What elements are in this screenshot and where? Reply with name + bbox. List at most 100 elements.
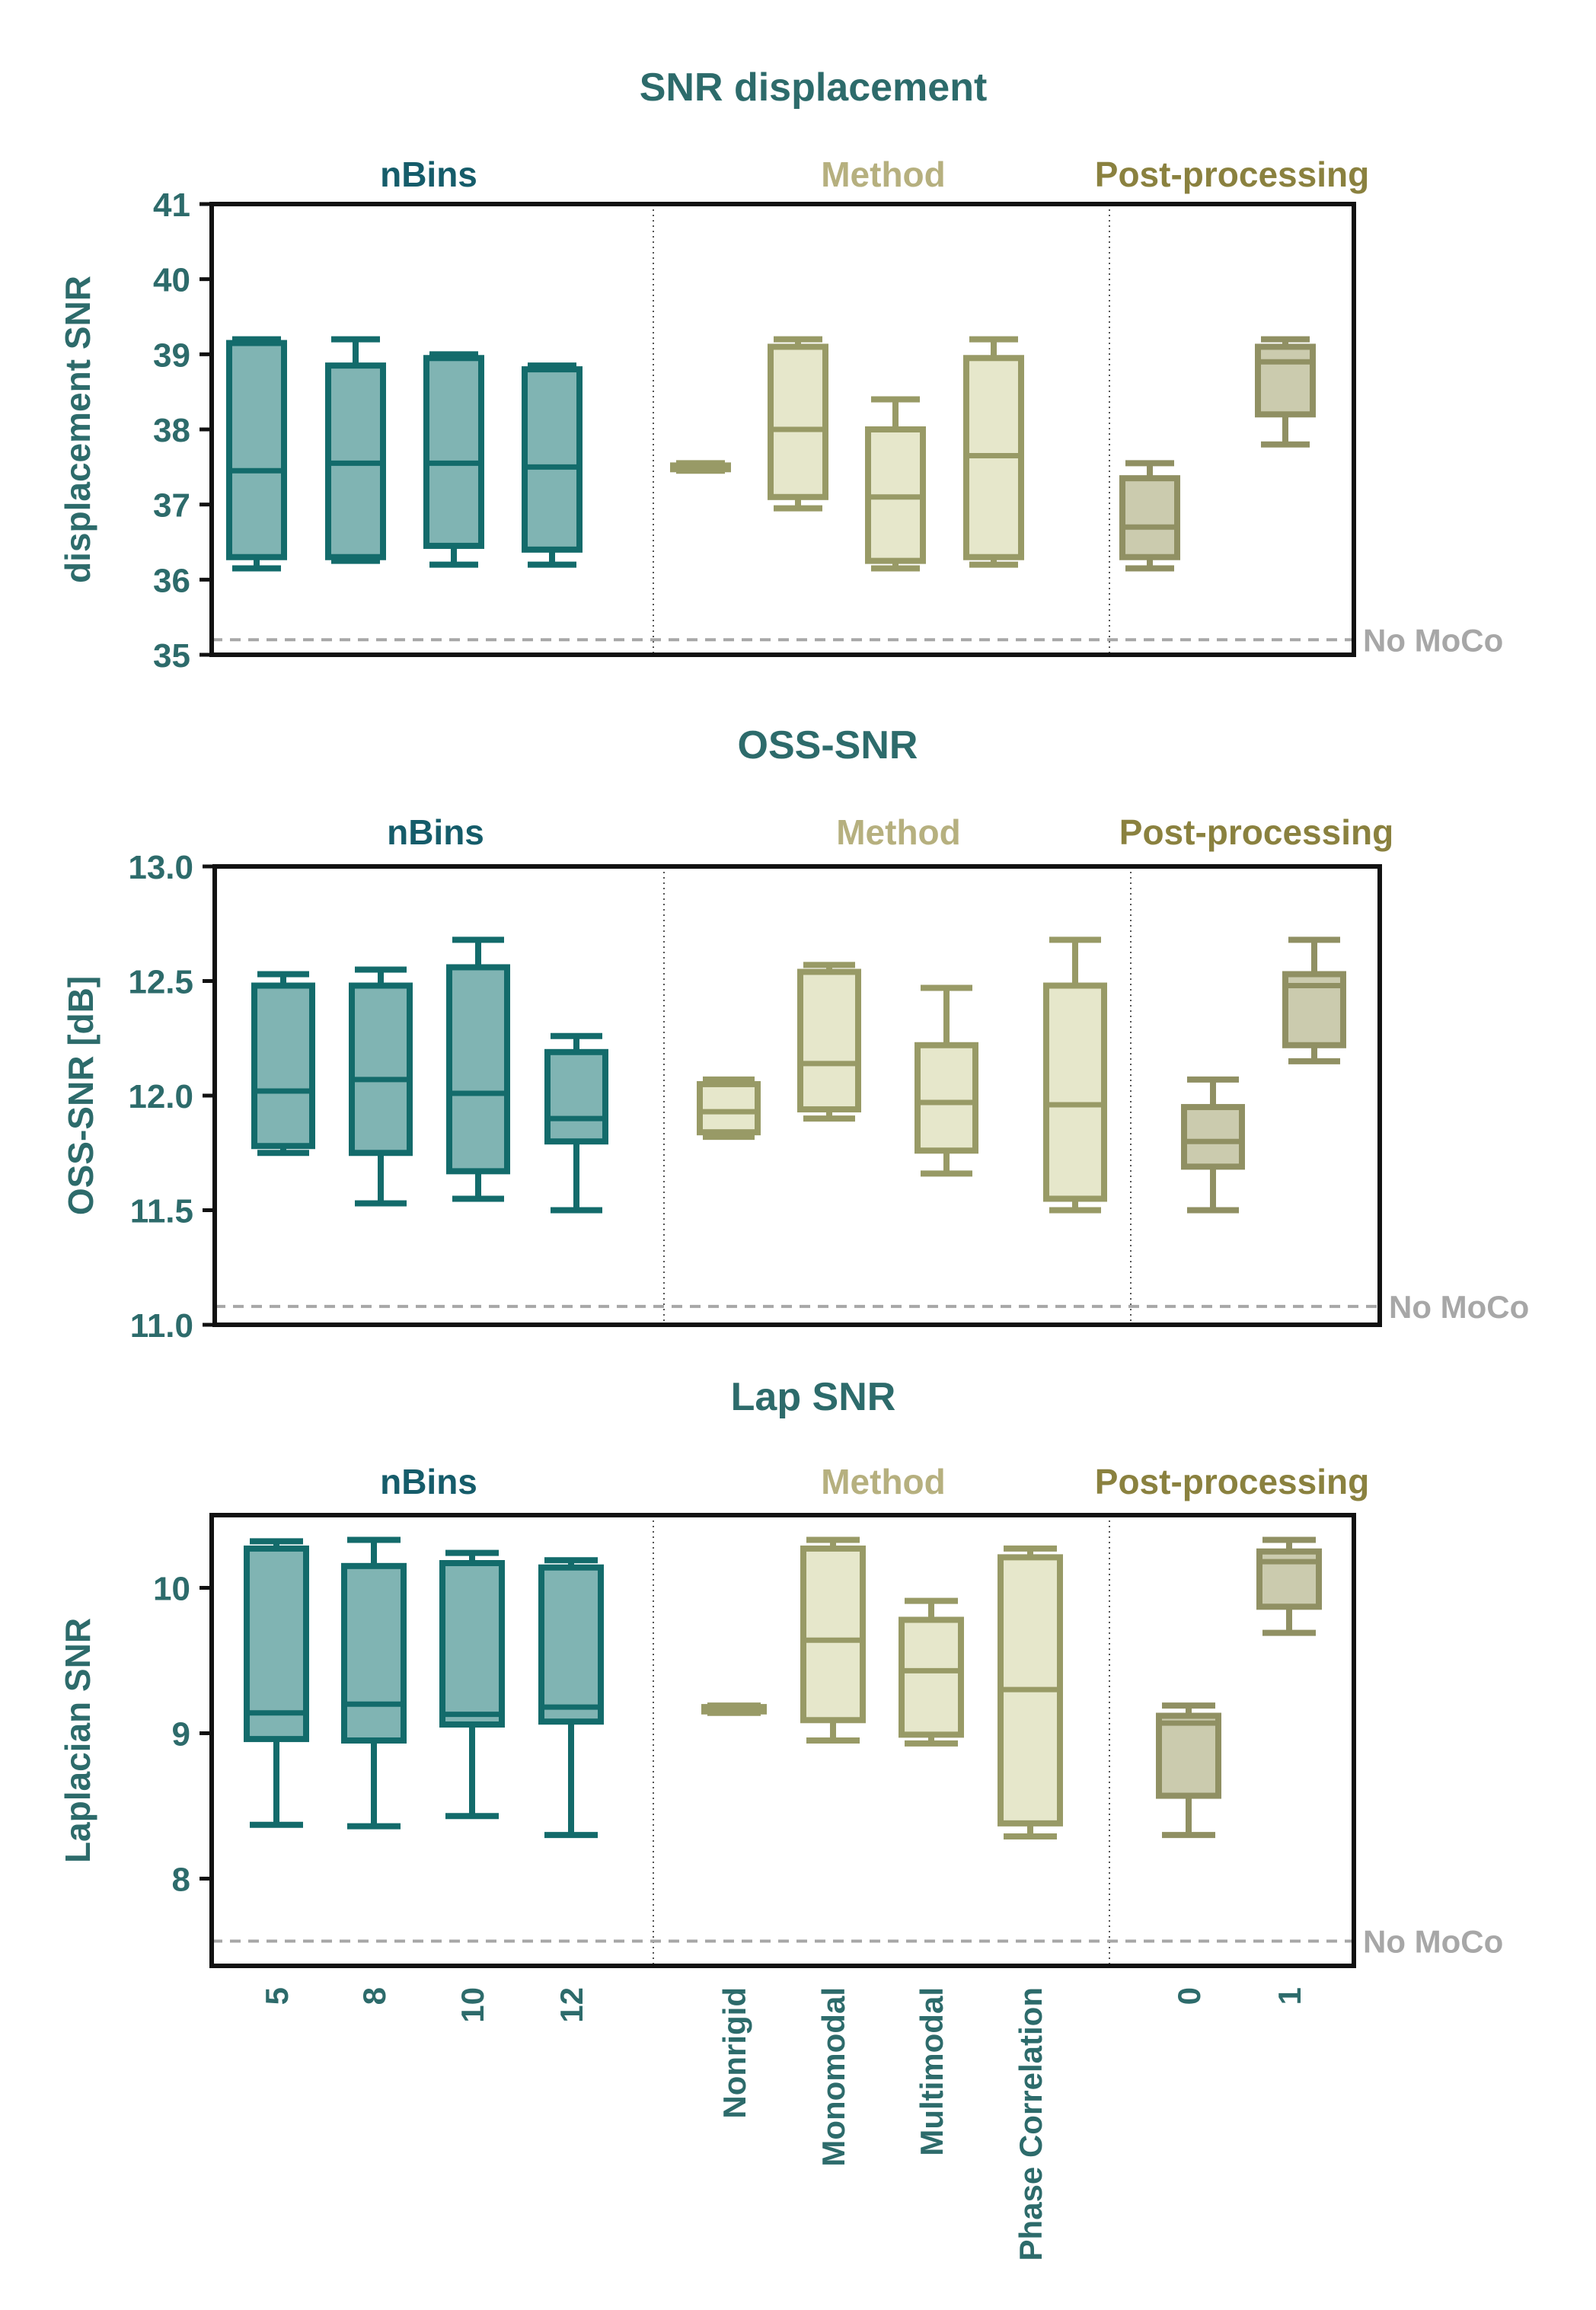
y-tick-label: 39 <box>153 337 190 374</box>
x-tick-label: 5 <box>259 1987 295 2005</box>
box-nonrigid <box>697 1076 761 1141</box>
box-iqr <box>522 366 583 553</box>
group-header-nbins: nBins <box>380 1462 477 1501</box>
nomoco-label: No MoCo <box>1363 1924 1503 1960</box>
y-tick-label: 12.5 <box>128 964 193 1001</box>
y-tick-label: 9 <box>172 1715 190 1753</box>
x-tick-label: Multimodal <box>914 1987 950 2156</box>
group-header-method: Method <box>821 155 946 194</box>
y-tick-label: 8 <box>172 1861 190 1898</box>
box-iqr <box>1043 982 1107 1202</box>
box-iqr <box>797 968 861 1113</box>
box-10 <box>439 1549 505 1820</box>
box-1 <box>1255 336 1316 448</box>
group-header-post: Post-processing <box>1095 1462 1369 1501</box>
y-tick-label: 36 <box>153 562 190 599</box>
y-tick-label: 10 <box>153 1570 190 1607</box>
box-multimodal <box>915 984 978 1177</box>
x-tick-label: Phase Correlation <box>1013 1987 1049 2261</box>
box-12 <box>522 362 583 568</box>
y-axis-label: OSS-SNR [dB] <box>61 976 101 1215</box>
y-tick-label: 38 <box>153 412 190 449</box>
box-iqr <box>899 1616 964 1738</box>
box-iqr <box>423 355 484 549</box>
y-tick-label: 37 <box>153 487 190 525</box>
box-iqr <box>341 1562 407 1744</box>
chart-title: SNR displacement <box>640 65 988 110</box>
box-10 <box>423 351 484 568</box>
box-phase-correlation <box>998 1545 1063 1840</box>
box-1 <box>1256 1536 1322 1636</box>
box-nonrigid <box>670 460 731 474</box>
group-header-post: Post-processing <box>1119 812 1393 852</box>
x-tick-label: Monomodal <box>816 1987 851 2167</box>
group-header-nbins: nBins <box>380 155 477 194</box>
box-monomodal <box>797 962 861 1122</box>
box-iqr <box>538 1564 604 1725</box>
box-8 <box>341 1536 407 1830</box>
x-tick-label: 10 <box>455 1987 490 2023</box>
y-tick-label: 11.0 <box>130 1307 193 1345</box>
box-multimodal <box>865 396 926 572</box>
box-iqr <box>768 343 828 500</box>
y-tick-label: 12.0 <box>128 1078 193 1115</box>
y-tick-label: 35 <box>153 637 190 675</box>
box-0 <box>1119 460 1180 572</box>
plot-frame <box>209 1513 1356 1968</box>
box-12 <box>538 1557 604 1839</box>
box-5 <box>244 1538 309 1828</box>
x-tick-label: 1 <box>1272 1987 1307 2005</box>
box-phase-correlation <box>963 336 1024 568</box>
box-monomodal <box>800 1536 866 1744</box>
box-iqr <box>544 1048 608 1145</box>
box-iqr <box>697 1080 761 1136</box>
box-monomodal <box>768 336 828 512</box>
box-10 <box>446 936 510 1202</box>
x-tick-label: 12 <box>554 1987 589 2023</box>
box-iqr <box>226 340 287 560</box>
y-tick-label: 40 <box>153 262 190 299</box>
nomoco-label: No MoCo <box>1363 622 1503 658</box>
x-tick-label: 0 <box>1171 1987 1207 2005</box>
box-0 <box>1181 1076 1245 1214</box>
box-iqr <box>446 964 510 1175</box>
box-nonrigid <box>701 1702 767 1716</box>
box-12 <box>544 1032 608 1214</box>
y-axis-label: displacement SNR <box>58 276 97 583</box>
y-tick-label: 13.0 <box>128 849 193 886</box>
panel-1: SNR displacement nBins Method Post-processi… <box>58 65 1503 675</box>
y-tick-label: 41 <box>153 187 190 224</box>
nomoco-label: No MoCo <box>1389 1289 1529 1325</box>
box-iqr <box>915 1042 978 1154</box>
box-8 <box>349 966 413 1207</box>
panel-2: OSS-SNR nBins Method Post-processing OSS-SNR… <box>61 723 1529 1345</box>
chart-title: OSS-SNR <box>738 723 918 767</box>
panel-3: Lap SNR nBins Method Post-processing Laplaci… <box>58 1375 1503 2261</box>
group-header-method: Method <box>836 812 961 852</box>
box-iqr <box>251 982 315 1150</box>
box-iqr <box>439 1560 505 1728</box>
box-iqr <box>1181 1104 1245 1170</box>
chart-title: Lap SNR <box>731 1375 896 1419</box>
box-iqr <box>800 1545 866 1724</box>
box-5 <box>226 336 287 572</box>
group-header-nbins: nBins <box>387 812 484 852</box>
box-multimodal <box>899 1597 964 1747</box>
y-axis-label: Laplacian SNR <box>58 1618 97 1863</box>
box-iqr <box>349 982 413 1157</box>
x-tick-label: 8 <box>356 1987 392 2005</box>
group-header-method: Method <box>821 1462 946 1501</box>
y-tick-label: 11.5 <box>130 1193 193 1230</box>
box-iqr <box>1119 475 1180 560</box>
box-phase-correlation <box>1043 936 1107 1214</box>
box-8 <box>325 336 386 564</box>
box-iqr <box>1255 343 1316 418</box>
box-1 <box>1282 936 1346 1064</box>
box-5 <box>251 971 315 1157</box>
box-0 <box>1156 1702 1221 1839</box>
box-iqr <box>244 1545 309 1743</box>
group-header-post: Post-processing <box>1095 155 1369 194</box>
box-iqr <box>1156 1712 1221 1799</box>
x-tick-label: Nonrigid <box>717 1987 752 2119</box>
